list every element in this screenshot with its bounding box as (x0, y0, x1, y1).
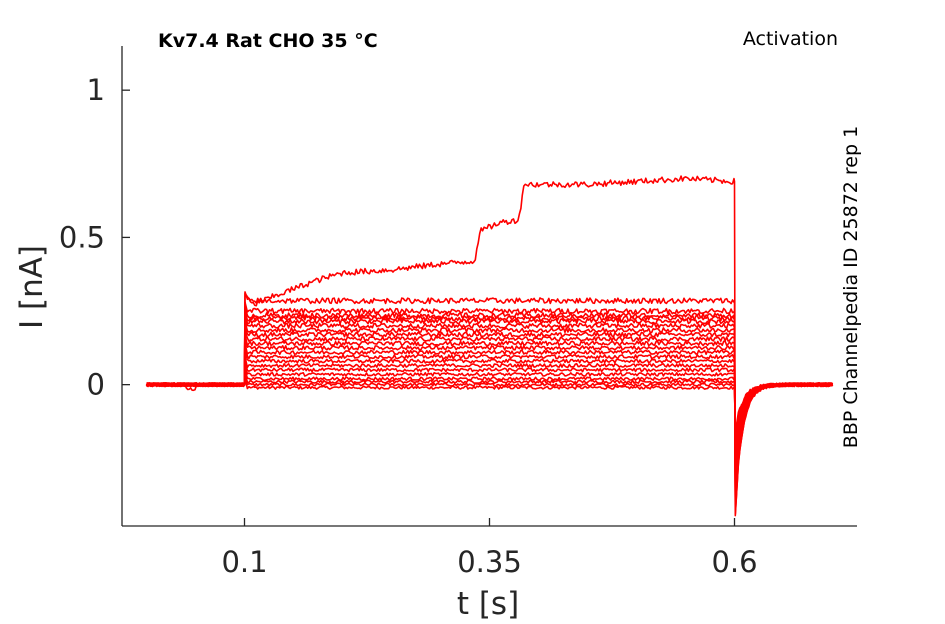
current-trace-6 (146, 360, 833, 451)
side-label: BBP Channelpedia ID 25872 rep 1 (840, 126, 862, 448)
y-tick-label: 0 (87, 368, 105, 402)
current-trace-4 (146, 369, 833, 442)
current-trace-16 (145, 316, 833, 493)
current-trace-21 (146, 291, 834, 517)
current-trace-17 (146, 311, 833, 497)
current-trace-15 (146, 320, 834, 489)
current-trace-3 (146, 372, 833, 440)
traces-group (145, 175, 834, 517)
current-trace-2 (146, 375, 833, 437)
current-trace-12 (146, 333, 834, 476)
x-tick-label: 0.6 (711, 545, 757, 579)
current-trace-1 (146, 378, 833, 434)
current-trace-18 (146, 308, 834, 500)
current-trace-20 (146, 301, 834, 507)
chart-title: Kv7.4 Rat CHO 35 °C (158, 30, 378, 52)
current-trace-13 (145, 329, 834, 480)
current-trace-19 (145, 305, 834, 503)
current-trace-7 (145, 355, 834, 455)
y-axis-label: I [nA] (14, 245, 50, 329)
x-tick-label: 0.1 (221, 545, 267, 579)
chart-subtitle: Activation (743, 28, 838, 50)
current-trace-9 (145, 347, 833, 464)
y-tick-label: 0.5 (59, 220, 105, 254)
x-ticks-group: 0.1 0.35 0.6 (221, 518, 758, 579)
current-trace-14 (146, 325, 834, 485)
current-trace-11 (146, 338, 833, 472)
current-trace-22 (146, 175, 833, 515)
current-trace-5 (145, 364, 834, 447)
x-tick-label: 0.35 (457, 545, 522, 579)
current-trace-10 (146, 342, 833, 468)
y-ticks-group: 00.51 (59, 73, 130, 402)
current-trace-8 (145, 351, 834, 459)
x-axis-label: t [s] (457, 586, 519, 622)
y-tick-label: 1 (87, 73, 105, 107)
